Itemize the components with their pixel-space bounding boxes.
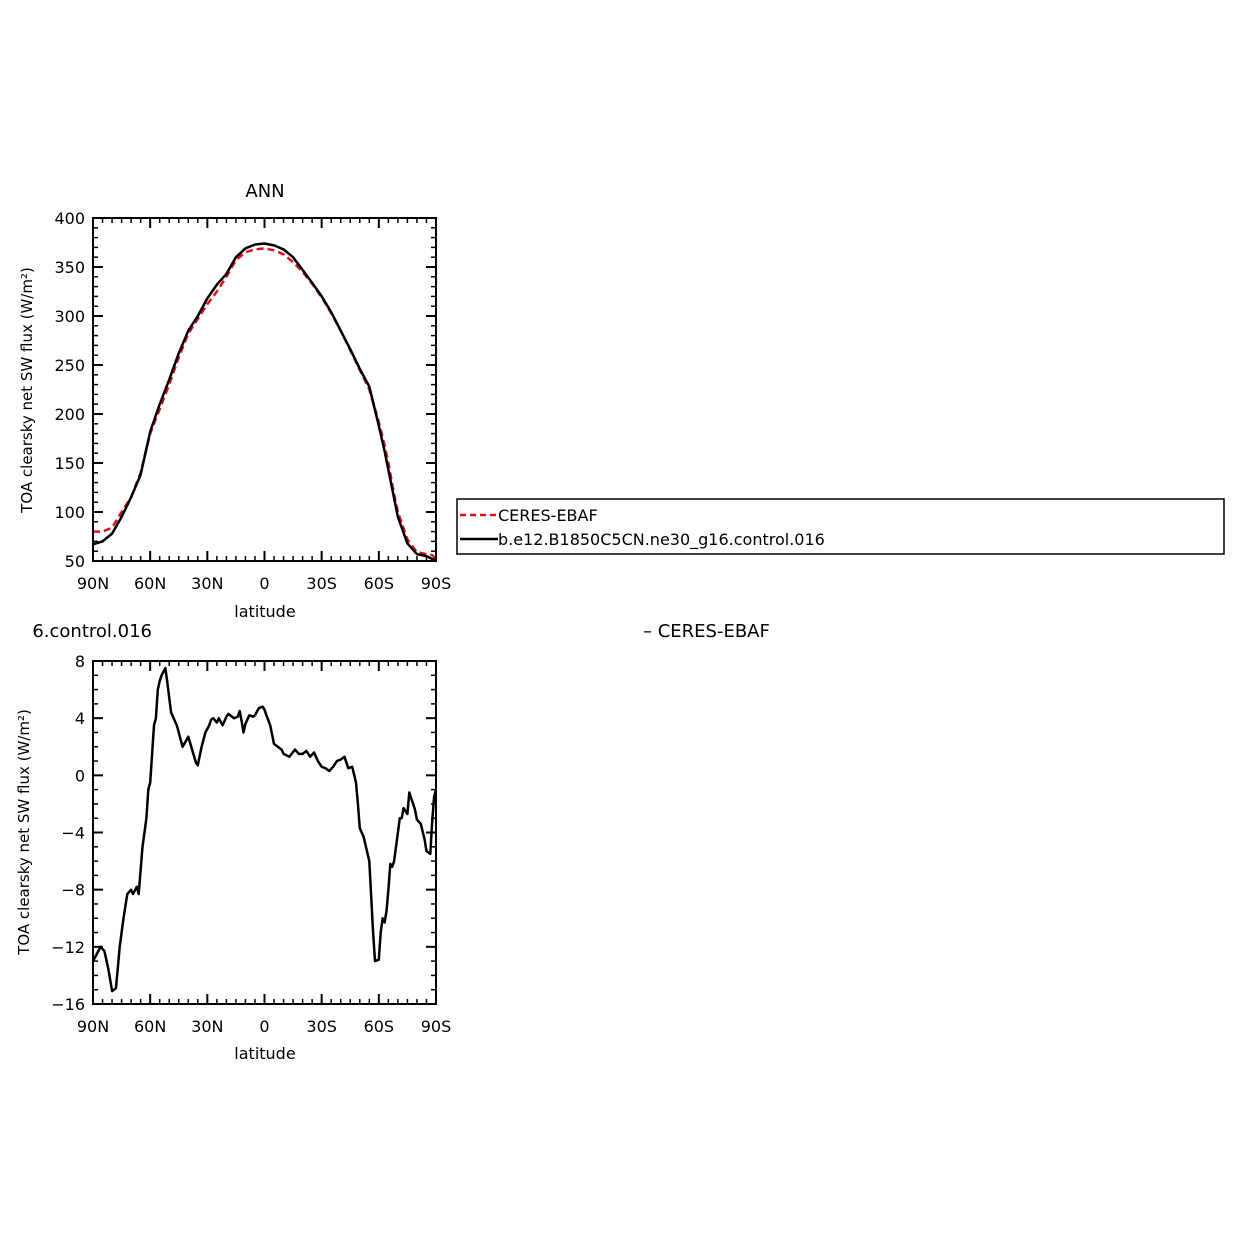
panel1-ticks xyxy=(92,217,437,562)
panel1-frame xyxy=(92,217,437,562)
panel2-frame xyxy=(92,660,437,1005)
y-tick-label: 100 xyxy=(54,503,85,522)
panel2-title-center: – CERES-EBAF xyxy=(643,621,770,642)
legend: CERES-EBAF b.e12.B1850C5CN.ne30_g16.cont… xyxy=(456,498,1225,555)
panel1-xlabel: latitude xyxy=(234,602,295,621)
difference-panel: 6.control.016 – CERES-EBAF latitude TOA … xyxy=(15,621,770,1063)
legend-box xyxy=(456,498,1225,555)
legend-observed-label: CERES-EBAF xyxy=(498,506,598,525)
y-tick-label: −12 xyxy=(51,938,85,957)
panel1-series xyxy=(92,242,437,563)
panel2-tick-labels: 90N 60N 30N 0 30S 60S 90S −16 −12 −8 −4 0 4 8 xyxy=(51,652,451,1036)
y-tick-label: 8 xyxy=(75,652,85,671)
y-tick-label: 400 xyxy=(54,209,85,228)
x-tick-label: 0 xyxy=(259,1017,269,1036)
x-tick-label: 30N xyxy=(191,574,223,593)
y-tick-label: 4 xyxy=(75,709,85,728)
y-tick-label: 150 xyxy=(54,454,85,473)
y-tick-label: 250 xyxy=(54,356,85,375)
x-tick-label: 30N xyxy=(191,1017,223,1036)
x-tick-label: 90S xyxy=(421,574,452,593)
y-tick-label: −4 xyxy=(61,824,85,843)
panel1-title: ANN xyxy=(245,181,284,202)
x-tick-label: 90S xyxy=(421,1017,452,1036)
panel2-ylabel: TOA clearsky net SW flux (W/m²) xyxy=(15,709,33,956)
x-tick-label: 0 xyxy=(259,574,269,593)
model-series-line xyxy=(91,666,438,993)
observed-series-line xyxy=(93,247,437,560)
x-tick-label: 90N xyxy=(77,1017,109,1036)
y-tick-label: 50 xyxy=(65,552,85,571)
x-tick-label: 60S xyxy=(364,1017,395,1036)
x-tick-label: 60N xyxy=(134,1017,166,1036)
panel1-ylabel: TOA clearsky net SW flux (W/m²) xyxy=(18,267,36,514)
x-tick-label: 30S xyxy=(306,574,337,593)
annual-flux-panel: ANN latitude TOA clearsky net SW flux (W… xyxy=(18,181,451,621)
panel2-xlabel: latitude xyxy=(234,1044,295,1063)
y-tick-label: 300 xyxy=(54,307,85,326)
y-tick-label: 200 xyxy=(54,405,85,424)
x-tick-label: 60S xyxy=(364,574,395,593)
x-tick-label: 30S xyxy=(306,1017,337,1036)
panel2-series xyxy=(91,666,438,993)
y-tick-label: 350 xyxy=(54,258,85,277)
y-tick-label: −8 xyxy=(61,881,85,900)
x-tick-label: 60N xyxy=(134,574,166,593)
y-tick-label: 0 xyxy=(75,766,85,785)
panel2-title-left: 6.control.016 xyxy=(32,621,152,642)
y-tick-label: −16 xyxy=(51,995,85,1014)
panel1-tick-labels: 90N 60N 30N 0 30S 60S 90S 50 100 150 200 250 300 350 4… xyxy=(54,209,451,593)
x-tick-label: 90N xyxy=(77,574,109,593)
legend-model-label: b.e12.B1850C5CN.ne30_g16.control.016 xyxy=(498,530,825,550)
model-series-line xyxy=(92,242,437,563)
